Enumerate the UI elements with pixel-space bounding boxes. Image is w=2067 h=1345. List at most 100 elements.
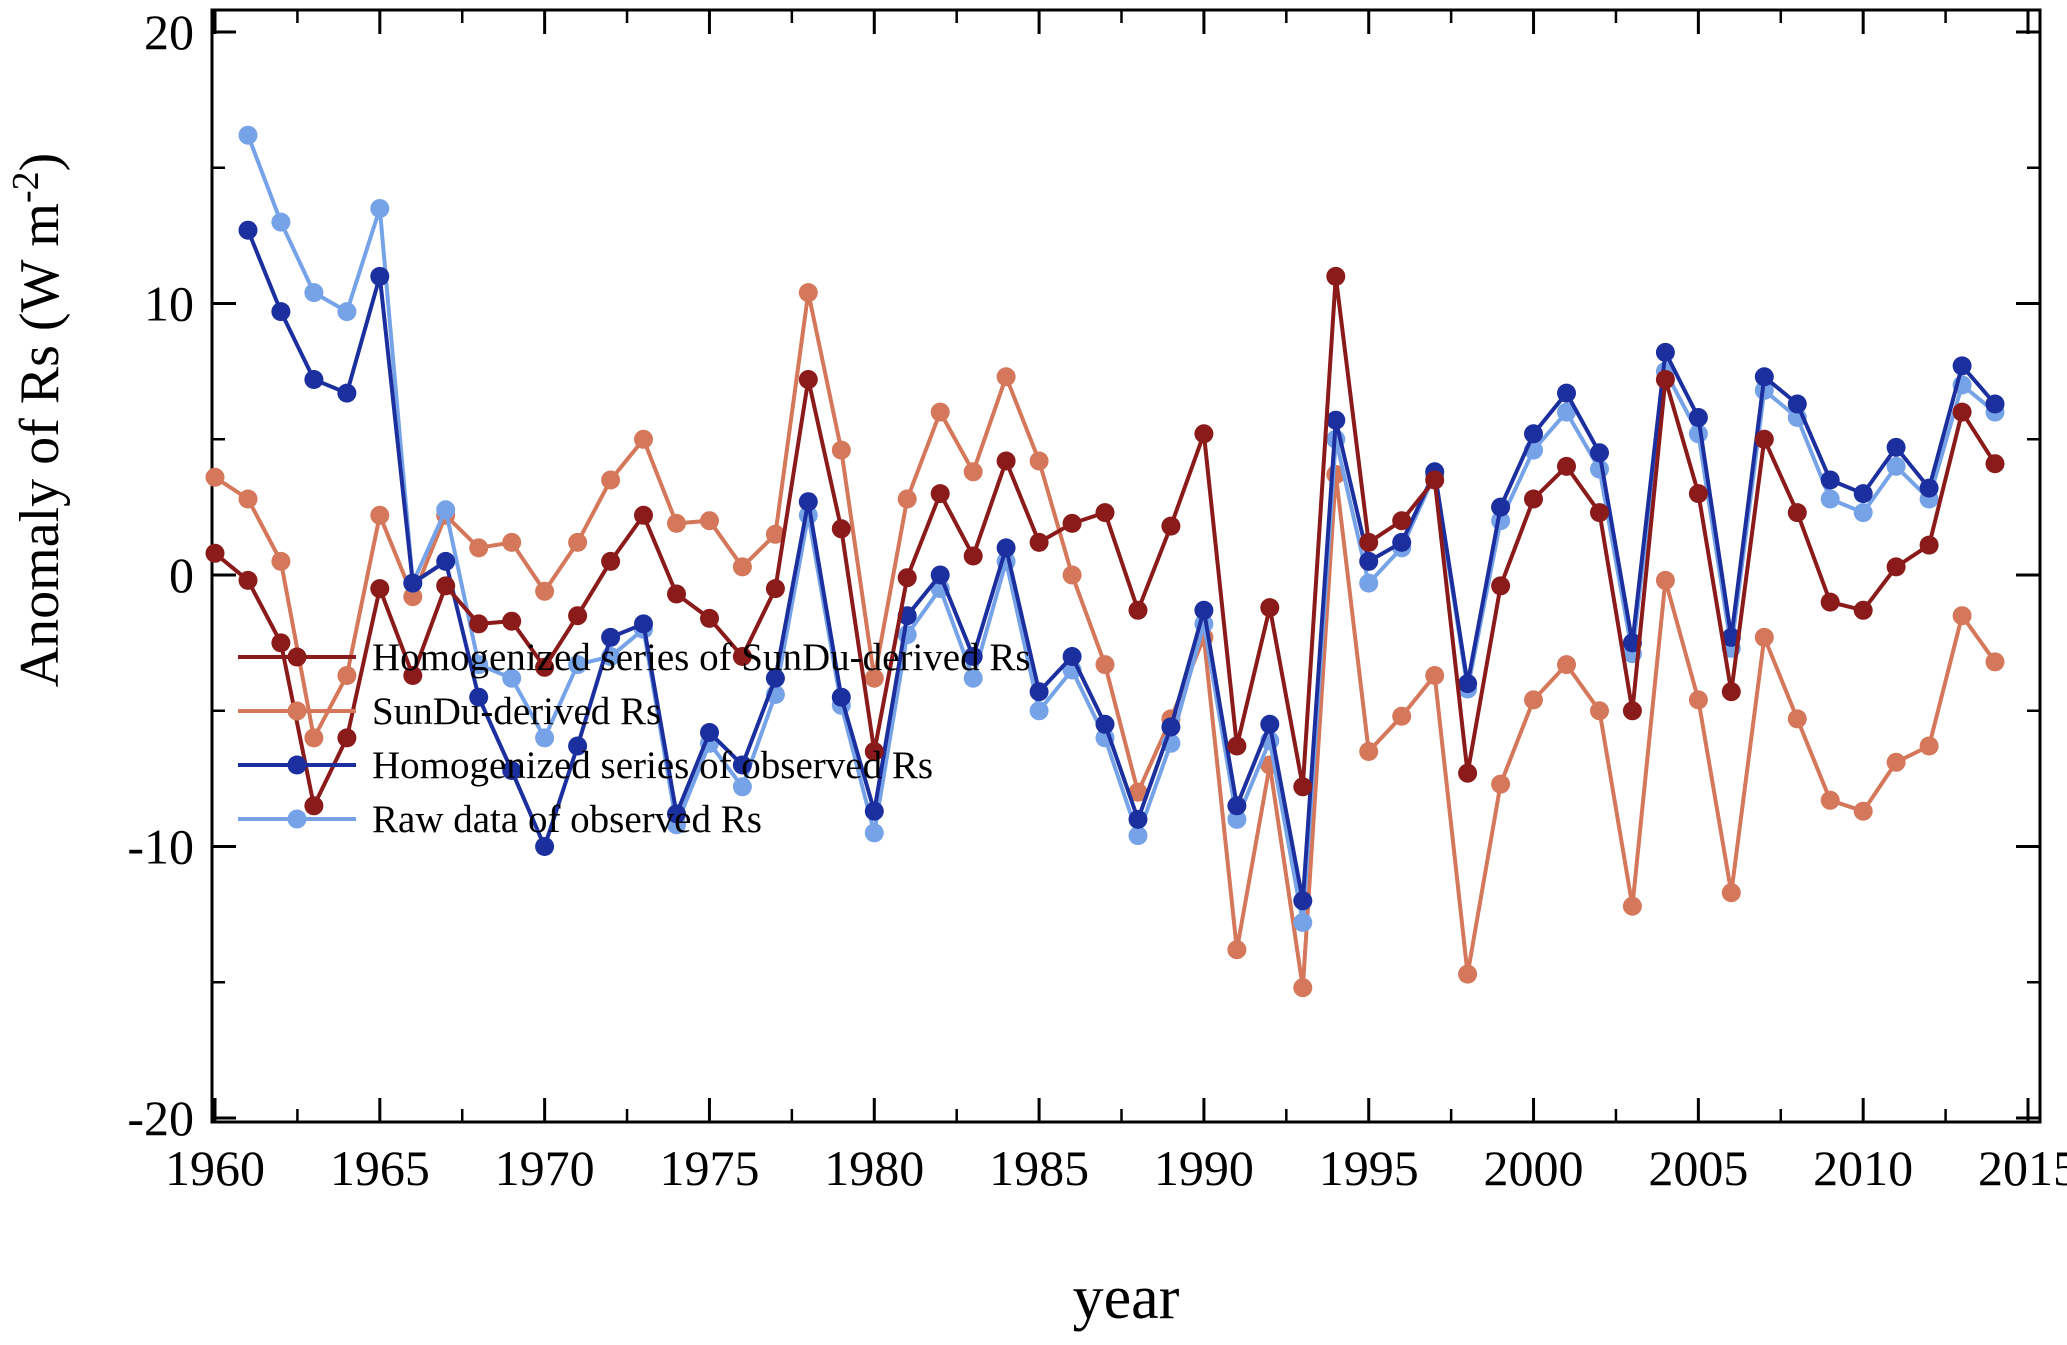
- data-point-series-2: [1919, 478, 1939, 498]
- data-point-series-2: [1557, 383, 1576, 403]
- data-point-series-0: [436, 576, 456, 596]
- x-tick-label: 2005: [1648, 1140, 1748, 1196]
- data-point-series-0: [1688, 484, 1708, 504]
- data-point-series-1: [897, 489, 917, 509]
- data-point-series-0: [1952, 402, 1972, 422]
- series-line-3: [246, 134, 1997, 923]
- y-tick-label: 20: [144, 4, 194, 60]
- data-point-series-1: [1622, 896, 1642, 916]
- data-point-series-0: [502, 611, 522, 631]
- data-point-series-0: [897, 568, 917, 588]
- data-point-series-2: [1260, 714, 1280, 734]
- legend-item-homogenized-sundu: Homogenized series of SunDu-derived Rs: [238, 630, 1031, 684]
- data-point-series-1: [1029, 451, 1049, 471]
- data-point-series-0: [732, 647, 752, 666]
- data-point-series-2: [370, 266, 390, 286]
- data-point-series-2: [502, 761, 522, 780]
- data-point-series-1: [700, 511, 719, 531]
- data-point-series-3: [1820, 489, 1840, 509]
- data-point-series-3: [1293, 913, 1313, 932]
- data-point-series-0: [1622, 701, 1642, 721]
- data-point-series-1: [1952, 606, 1972, 626]
- x-tick-label: 1995: [1319, 1140, 1419, 1196]
- data-point-series-0: [1655, 370, 1675, 389]
- data-point-series-0: [601, 551, 621, 571]
- data-point-series-2: [271, 302, 291, 322]
- data-point-series-0: [1557, 456, 1576, 476]
- data-point-series-1: [1062, 565, 1082, 585]
- data-point-series-3: [1227, 809, 1247, 829]
- data-point-series-0: [1458, 763, 1478, 783]
- data-point-series-2: [1161, 717, 1181, 737]
- data-point-series-2: [864, 801, 884, 821]
- data-point-series-1: [1886, 752, 1906, 772]
- data-point-series-3: [1557, 402, 1576, 422]
- data-point-series-1: [304, 728, 324, 748]
- data-point-series-3: [238, 125, 258, 145]
- data-point-series-1: [1392, 706, 1412, 726]
- data-point-series-2: [1754, 367, 1774, 387]
- data-point-series-3: [304, 283, 324, 303]
- data-point-series-3: [1359, 573, 1379, 593]
- data-point-series-0: [1886, 557, 1906, 577]
- data-point-series-2: [1227, 796, 1247, 816]
- data-point-series-2: [1787, 394, 1807, 414]
- data-point-series-2: [1985, 394, 2005, 414]
- data-point-series-1: [1095, 655, 1115, 675]
- data-point-series-0: [1985, 454, 2005, 474]
- data-point-series-0: [535, 657, 555, 677]
- x-tick-label: 1980: [824, 1140, 924, 1196]
- data-point-series-0: [1293, 777, 1313, 797]
- legend-key-homogenized-sundu-icon: [238, 647, 356, 667]
- data-point-series-1: [1754, 627, 1774, 647]
- legend-key-sundu-icon: [238, 701, 356, 721]
- data-point-series-2: [304, 370, 324, 389]
- data-point-series-2: [535, 837, 555, 856]
- data-point-series-1: [765, 524, 785, 544]
- data-point-series-1: [1293, 978, 1313, 998]
- data-point-series-0: [304, 796, 324, 816]
- data-point-series-2: [403, 573, 423, 593]
- legend-label-raw-observed: Raw data of observed Rs: [372, 797, 762, 841]
- data-point-series-2: [1029, 682, 1049, 702]
- data-point-series-1: [930, 402, 950, 422]
- data-point-series-2: [667, 804, 686, 824]
- data-point-series-2: [1655, 342, 1675, 362]
- data-point-series-1: [963, 462, 983, 482]
- data-point-series-1: [1590, 701, 1609, 721]
- data-point-series-2: [1491, 497, 1511, 517]
- data-point-series-0: [1820, 592, 1840, 612]
- data-point-series-0: [469, 614, 489, 634]
- y-tick-label: 10: [144, 276, 194, 332]
- data-point-series-1: [1985, 652, 2005, 672]
- data-point-series-0: [1194, 424, 1214, 444]
- legend-label-sundu: SunDu-derived Rs: [372, 689, 662, 733]
- data-point-series-0: [1524, 489, 1543, 509]
- data-point-series-0: [700, 608, 719, 628]
- data-point-series-0: [1590, 503, 1609, 523]
- data-point-series-0: [667, 584, 686, 604]
- data-point-series-0: [1754, 429, 1774, 449]
- data-point-series-2: [1293, 891, 1313, 911]
- data-point-series-3: [1029, 701, 1049, 721]
- data-point-series-0: [1359, 532, 1379, 552]
- data-point-series-2: [798, 492, 818, 512]
- data-point-series-2: [1688, 408, 1708, 427]
- data-point-series-0: [1161, 516, 1181, 536]
- data-point-series-0: [996, 451, 1016, 471]
- data-point-series-2: [1062, 647, 1082, 666]
- data-point-series-2: [238, 220, 258, 240]
- legend-item-raw-observed: Raw data of observed Rs: [238, 792, 1031, 846]
- data-point-series-1: [403, 587, 423, 607]
- data-point-series-0: [1787, 503, 1807, 523]
- data-point-series-2: [634, 614, 653, 634]
- data-point-series-0: [1721, 682, 1741, 702]
- data-point-series-0: [765, 579, 785, 599]
- chart-legend: Homogenized series of SunDu-derived Rs S…: [238, 630, 1031, 846]
- data-point-series-2: [765, 668, 785, 688]
- data-point-series-0: [205, 543, 225, 563]
- data-point-series-3: [271, 212, 291, 232]
- data-point-series-0: [798, 370, 818, 389]
- y-tick-label: 0: [169, 547, 194, 603]
